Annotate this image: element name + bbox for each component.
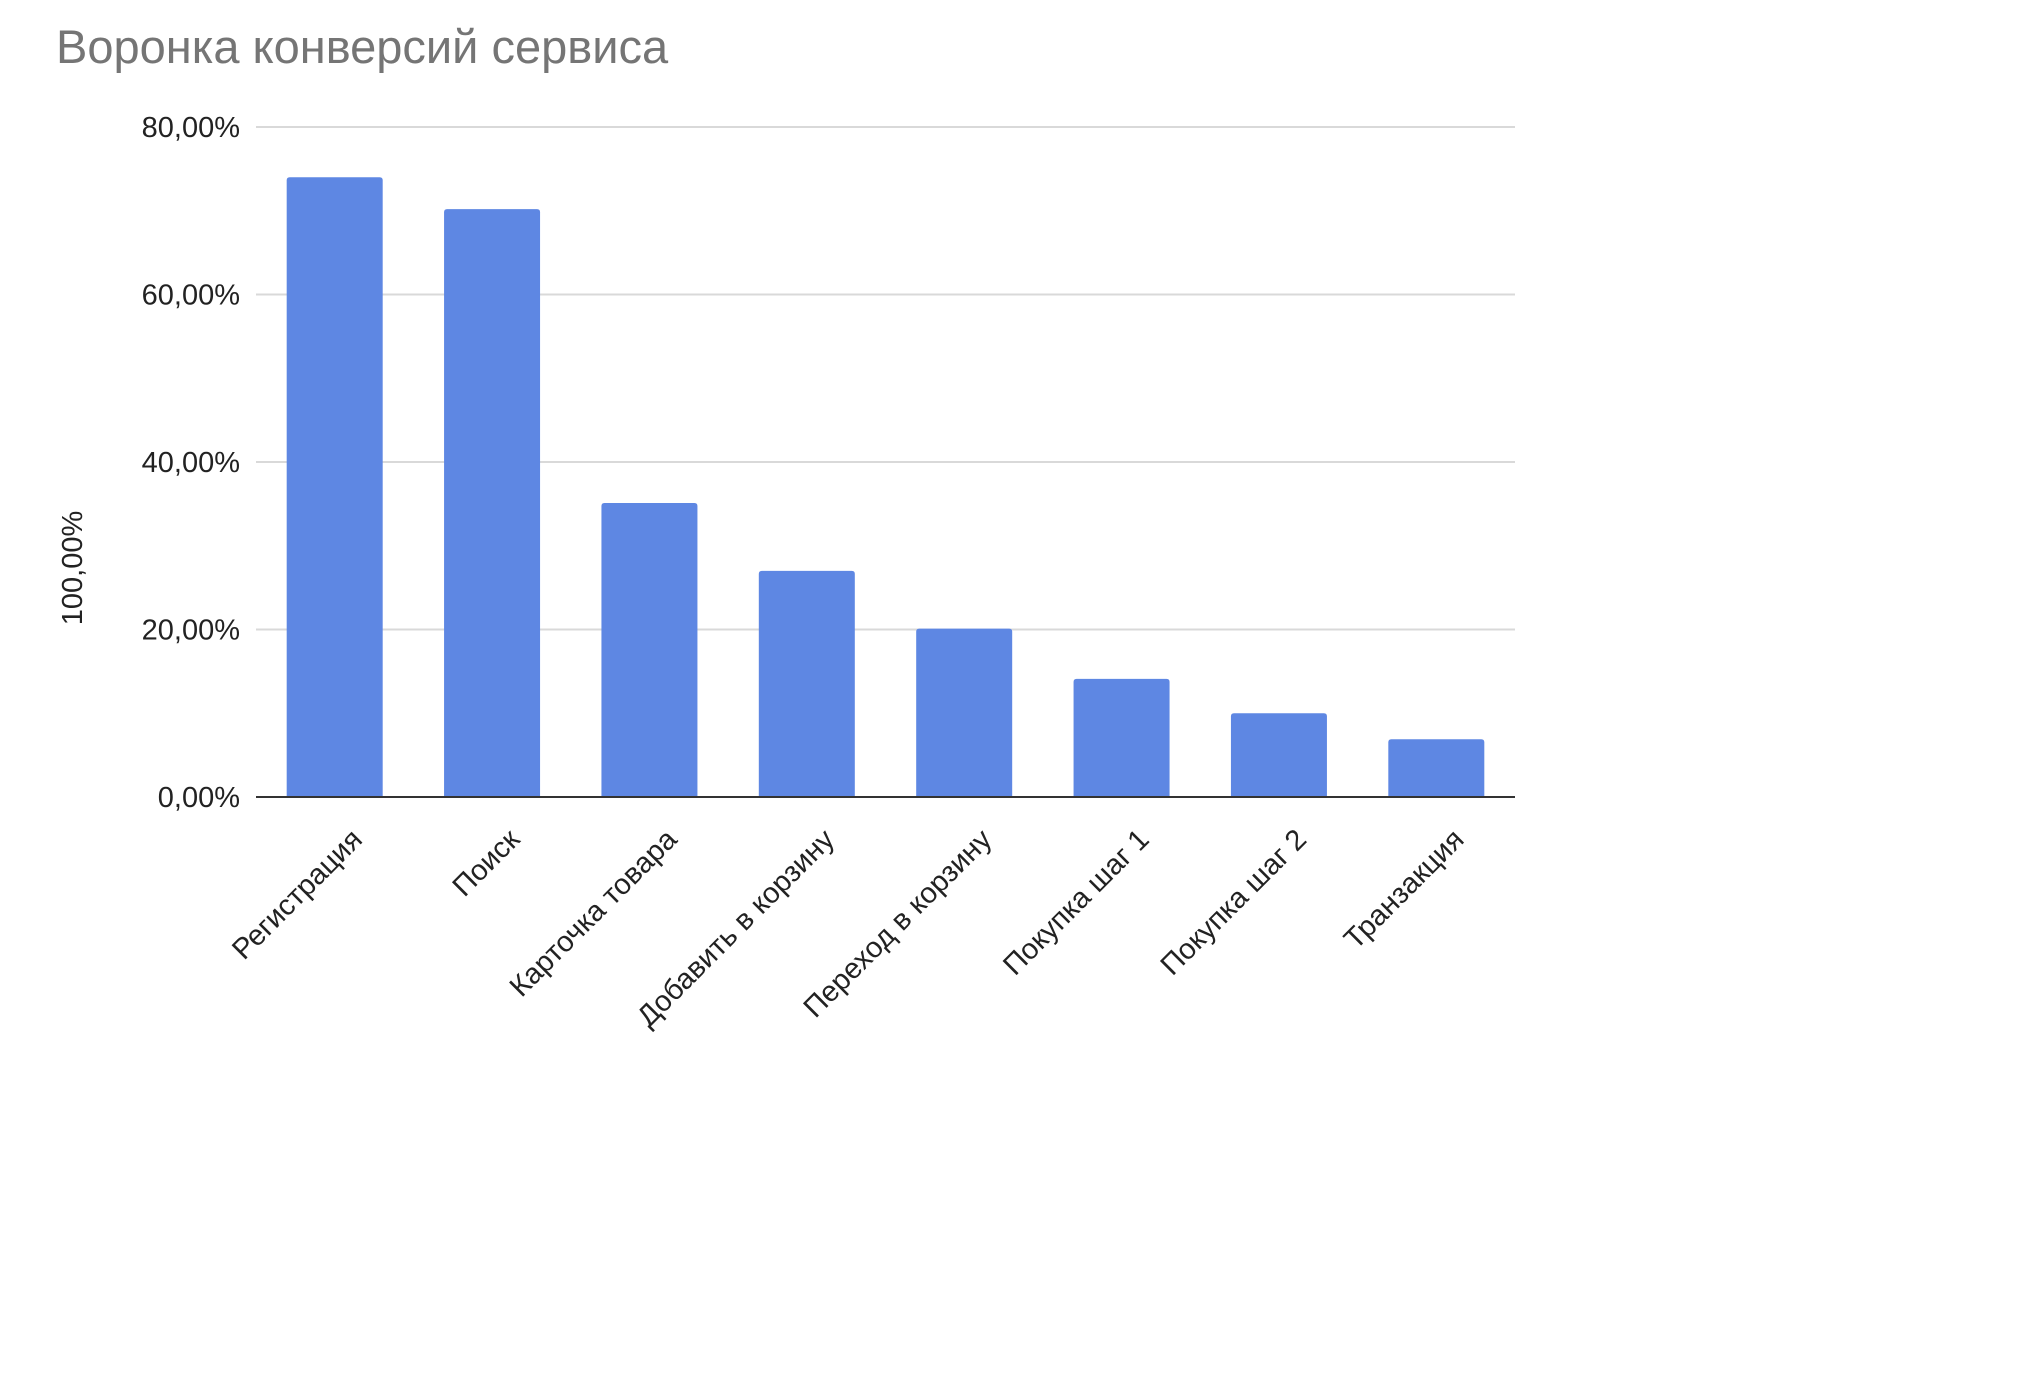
- bar: [601, 503, 698, 797]
- y-tick-label: 20,00%: [142, 615, 240, 647]
- y-tick-label: 40,00%: [142, 447, 240, 479]
- x-category-label: Транзакция: [1338, 823, 1470, 955]
- bar: [444, 209, 541, 797]
- bars: [286, 177, 1485, 797]
- y-axis-title: 100,00%: [57, 511, 89, 626]
- bar-chart: Воронка конверсий сервиса 0,00% 20,00% 40,…: [56, 20, 1515, 1033]
- bar: [1230, 713, 1327, 797]
- bar: [916, 628, 1013, 797]
- y-tick-label: 80,00%: [142, 112, 240, 144]
- x-category-label: Покупка шаг 1: [997, 823, 1155, 981]
- y-axis-ticks: 0,00% 20,00% 40,00% 60,00% 80,00%: [142, 112, 240, 814]
- x-category-label: Регистрация: [226, 823, 369, 966]
- bar: [758, 570, 855, 797]
- bar: [286, 177, 383, 797]
- y-tick-label: 60,00%: [142, 280, 240, 312]
- x-category-label: Карточка товара: [504, 823, 684, 1003]
- bar: [1073, 678, 1170, 797]
- bar: [1388, 739, 1485, 797]
- x-category-label: Поиск: [447, 823, 527, 903]
- y-tick-label: 0,00%: [158, 782, 240, 814]
- chart-title: Воронка конверсий сервиса: [56, 20, 669, 73]
- x-category-label: Покупка шаг 2: [1155, 823, 1313, 981]
